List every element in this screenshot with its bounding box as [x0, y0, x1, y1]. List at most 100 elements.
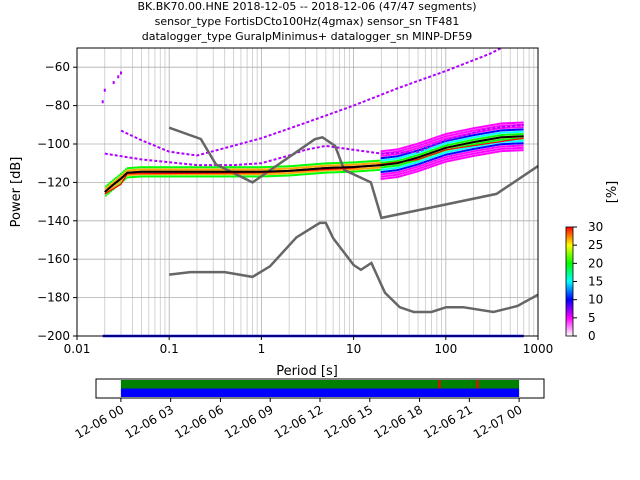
heatmap-cell — [397, 166, 400, 169]
heatmap-cell — [442, 145, 444, 148]
heatmap-cell — [290, 165, 293, 168]
heatmap-cell — [179, 168, 182, 171]
heatmap-cell — [495, 130, 497, 133]
heatmap-cell — [151, 166, 154, 169]
heatmap-cell — [521, 139, 524, 142]
heatmap-cell — [108, 184, 111, 187]
heatmap-cell — [488, 136, 491, 139]
heatmap-cell — [515, 131, 517, 134]
heatmap-cell — [518, 149, 521, 152]
heatmap-cell — [375, 166, 378, 169]
heatmap-cell — [425, 148, 428, 151]
heatmap-cell — [212, 166, 215, 169]
heatmap-cell — [425, 139, 428, 142]
heatmap-cell — [266, 168, 268, 171]
heatmap-cell — [385, 161, 388, 164]
heatmap-cell — [390, 174, 393, 177]
heatmap-cell — [471, 129, 474, 132]
heatmap-cell — [368, 160, 371, 163]
heatmap-cell — [501, 143, 504, 146]
heatmap-cell — [428, 157, 431, 160]
heatmap-cell — [395, 148, 398, 151]
heatmap-cell — [337, 161, 340, 164]
heatmap-cell — [415, 166, 418, 169]
heatmap-cell — [501, 129, 504, 132]
heatmap-cell — [229, 168, 232, 171]
colorbar-tick-label: 10 — [588, 293, 603, 307]
heatmap-cell — [476, 133, 479, 136]
heatmap-cell — [174, 168, 177, 171]
heatmap-cell — [463, 140, 466, 143]
heatmap-cell — [271, 172, 273, 175]
heatmap-cell — [455, 135, 458, 138]
heatmap-cell — [382, 177, 385, 180]
heatmap-cell — [315, 172, 318, 175]
heatmap-cell — [246, 173, 248, 176]
heatmap-cell — [398, 159, 401, 162]
heatmap-cell — [468, 144, 471, 147]
heatmap-cell — [420, 164, 423, 167]
heatmap-cell — [290, 171, 293, 174]
heatmap-cell — [367, 169, 370, 172]
heatmap-cell — [392, 155, 395, 158]
heatmap-cell — [108, 182, 111, 185]
heatmap-cell — [385, 165, 388, 168]
heatmap-cell — [327, 169, 330, 172]
heatmap-cell — [355, 163, 358, 166]
heatmap-cell — [310, 170, 313, 173]
heatmap-cell — [360, 170, 363, 173]
heatmap-cell — [440, 136, 443, 139]
heatmap-cell — [403, 169, 406, 172]
heatmap-cell — [222, 175, 225, 178]
heatmap-cell — [455, 151, 458, 154]
y-tick-label: −80 — [45, 99, 70, 113]
heatmap-cell — [405, 152, 408, 155]
heatmap-cell — [191, 175, 194, 178]
heatmap-cell — [128, 167, 131, 170]
heatmap-cell — [274, 172, 277, 175]
heatmap-cell — [393, 157, 396, 160]
heatmap-cell — [442, 140, 444, 143]
heatmap-cell — [402, 167, 404, 170]
heatmap-cell — [214, 173, 217, 176]
heatmap-cell — [224, 166, 227, 169]
heatmap-cell — [159, 168, 162, 171]
heatmap-cell — [111, 186, 114, 189]
heatmap-cell — [364, 162, 366, 165]
heatmap-cell — [156, 175, 159, 178]
upper-tail-trace — [120, 47, 502, 157]
heatmap-cell — [276, 167, 278, 170]
x-tick-label: 0.01 — [64, 342, 91, 356]
heatmap-cell — [475, 147, 478, 150]
heatmap-cell — [456, 158, 459, 161]
heatmap-cell — [382, 166, 385, 169]
heatmap-cell — [435, 161, 438, 164]
heatmap-cell — [488, 129, 491, 132]
heatmap-cell — [417, 170, 419, 173]
heatmap-cell — [244, 166, 247, 169]
heatmap-cell — [427, 141, 429, 144]
heatmap-cell — [481, 137, 484, 140]
heatmap-cell — [314, 163, 317, 166]
heatmap-cell — [359, 170, 361, 173]
heatmap-cell — [277, 167, 280, 170]
heatmap-cell — [229, 166, 232, 169]
heatmap-cell — [375, 159, 378, 162]
heatmap-cell — [510, 145, 512, 148]
heatmap-cell — [377, 168, 380, 171]
heatmap-cell — [300, 171, 303, 174]
heatmap-cell — [111, 179, 114, 182]
heatmap-cell — [461, 152, 464, 155]
heatmap-cell — [362, 167, 365, 170]
heatmap-cell — [359, 167, 361, 170]
heatmap-cell — [305, 173, 308, 176]
heatmap-cell — [176, 166, 179, 169]
heatmap-cell — [498, 134, 501, 137]
heatmap-cell — [412, 162, 414, 165]
heatmap-cell — [463, 147, 466, 150]
heatmap-cell — [511, 138, 514, 141]
heatmap-cell — [410, 160, 413, 163]
heatmap-cell — [483, 134, 486, 137]
heatmap-cell — [433, 143, 436, 146]
heatmap-cell — [476, 126, 479, 129]
